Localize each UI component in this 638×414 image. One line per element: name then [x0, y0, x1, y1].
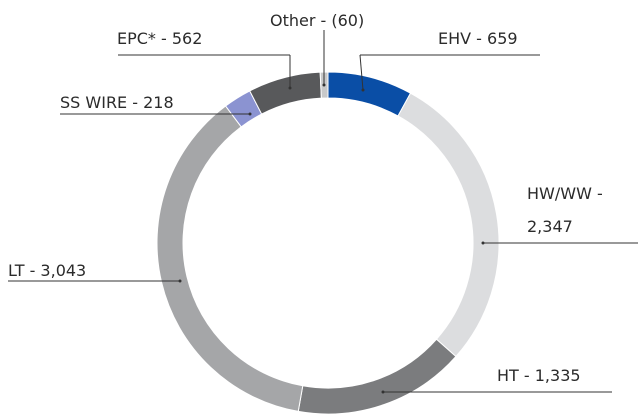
donut-slice [397, 92, 500, 358]
leader-dot [381, 390, 385, 394]
slice-label: EHV - 659 [438, 29, 518, 48]
slice-label: LT - 3,043 [8, 261, 87, 280]
slice-label: HT - 1,335 [497, 366, 581, 385]
leader-dot [178, 279, 182, 283]
leader-dot [481, 241, 485, 245]
slice-label: Other - (60) [270, 11, 365, 30]
leader-dot [288, 86, 292, 90]
slice-label: HW/WW - 2,347 [527, 184, 603, 236]
leader-dot [361, 88, 365, 92]
donut-slice [297, 338, 457, 414]
slice-label: SS WIRE - 218 [60, 93, 174, 112]
leader-line [359, 54, 364, 91]
donut-slice [327, 71, 412, 117]
leader-dot [248, 112, 252, 116]
donut-slice [249, 71, 322, 115]
slice-label: EPC* - 562 [117, 29, 203, 48]
leader-dot [322, 83, 326, 87]
